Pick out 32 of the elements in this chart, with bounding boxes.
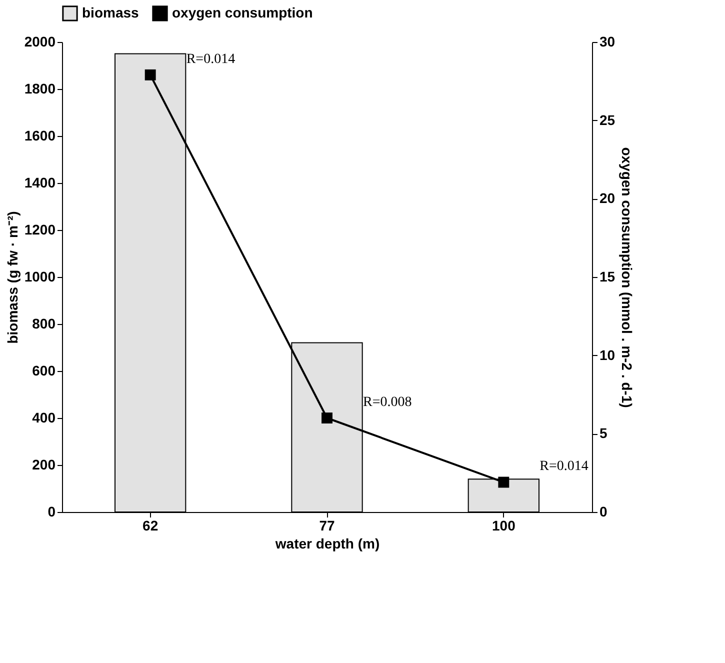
x-axis-title: water depth (m) — [274, 536, 380, 552]
y-tick-label: 1400 — [24, 174, 56, 190]
y2-tick-label: 30 — [600, 34, 616, 50]
y-tick-label: 1200 — [24, 222, 56, 238]
legend-label: biomass — [82, 4, 140, 20]
legend-label: oxygen consumption — [172, 4, 313, 20]
y2-tick-label: 15 — [600, 268, 616, 284]
annotation: R=0.008 — [363, 395, 412, 410]
y2-tick-label: 20 — [600, 190, 616, 206]
y-tick-label: 0 — [48, 504, 56, 520]
y2-tick-label: 0 — [600, 504, 608, 520]
point — [322, 412, 332, 424]
point — [144, 69, 156, 80]
y-tick-label: 2000 — [24, 34, 56, 50]
y2-tick-label: 10 — [600, 346, 616, 363]
point — [498, 476, 510, 488]
y-tick-label: 600 — [32, 362, 56, 378]
x-tick-label: 77 — [319, 518, 335, 534]
annotation: R=0.014 — [540, 459, 588, 474]
y-tick-label: 800 — [32, 316, 56, 332]
y-tick-label: 1800 — [24, 80, 56, 96]
y-tick-label: 1000 — [24, 268, 56, 284]
y-tick-label: 400 — [32, 410, 56, 426]
annotation: R=0.014 — [186, 52, 236, 67]
x-tick-label: 62 — [142, 518, 158, 534]
y2-tick-label: 5 — [600, 425, 608, 442]
y2-axis-title: oxygen consumption (mmol . m-2 . d-1) — [619, 147, 636, 408]
y-axis-title: biomass (g fw · m⁻²) — [4, 211, 20, 344]
x-tick-label: 100 — [492, 518, 516, 534]
y-tick-label: 200 — [32, 456, 56, 472]
y-tick-label: 1600 — [24, 128, 56, 144]
y2-tick-label: 25 — [600, 112, 616, 128]
